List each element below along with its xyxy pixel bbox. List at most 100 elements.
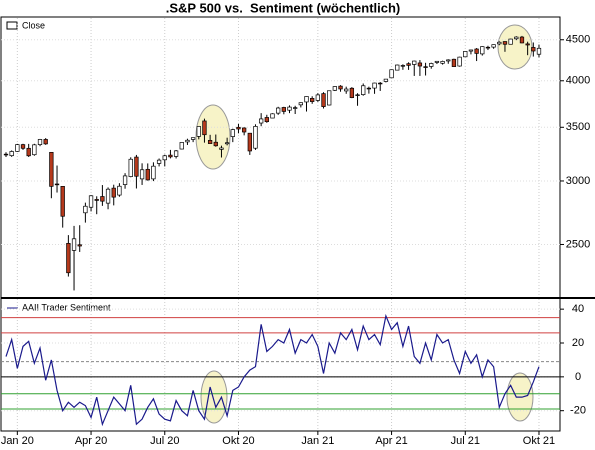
candle-body [355,94,360,96]
candle-body [151,165,156,180]
candle-body [264,117,269,123]
frame [0,16,561,432]
candle-body [497,41,502,45]
candle-body [15,144,20,152]
candle-body [383,78,389,82]
candle-body [190,137,196,140]
candle-body [259,118,264,124]
candle-body [207,140,213,144]
candle-body [37,139,43,145]
candle-body [366,87,372,90]
candle-body [463,51,468,58]
y-tick-label: 2500 [566,238,590,250]
candle-body [88,195,94,208]
candle-body [315,94,320,101]
y-tick-label: 4500 [566,34,590,46]
legend-label: AAII Trader Sentiment [22,302,111,312]
candle-body [412,60,417,65]
x-tick-label: Jul 20 [150,435,179,447]
candle-body [100,196,105,202]
y-tick-label: 40 [572,303,584,315]
y-tick-label: 3000 [566,175,590,187]
candle-body [474,48,479,54]
candle-body [361,85,366,95]
candle-body [531,47,536,52]
candle-body [344,88,349,92]
candle-body [162,155,167,161]
candle-body [276,107,281,114]
chart-title: .S&P 500 vs. Sentiment (wöchentlich) [166,0,401,15]
candle-body [71,238,77,251]
x-tick-label: Apr 20 [75,435,107,447]
candle-body [378,82,383,85]
candle-body [179,142,184,150]
candle-body [293,107,298,109]
candle-body [429,63,434,67]
y-tick-label: 4000 [566,75,590,87]
candle-body [446,59,451,62]
candle-body [202,120,207,136]
candle-body [480,46,485,55]
candle-body [508,38,513,45]
x-tick-label: Okt 20 [222,435,254,447]
candle-body [105,188,111,204]
candle-body [139,169,145,180]
candle-body [213,141,218,147]
candle-body [111,187,116,198]
candle-body [525,43,530,46]
highlights [195,24,534,424]
candle-body [145,168,150,181]
candle-body [236,126,241,130]
candle-body [321,93,326,107]
candle-body [128,158,133,177]
candle-body [20,144,26,149]
candle-body [156,159,162,164]
highlight [195,104,231,170]
x-tick-label: Jul 21 [451,435,480,447]
candle-body [310,98,315,102]
candle-body [54,183,60,186]
candle-body [417,62,423,67]
candle-body [168,154,173,158]
candle-body [60,186,65,217]
candle-body [514,36,519,40]
candle-body [332,86,338,91]
candle-body [327,90,332,106]
candle-body [270,113,275,119]
candle-body [298,102,303,106]
candle-body [94,199,99,201]
candle-body [134,156,139,177]
candle-body [491,44,496,48]
legend-label: Close [22,20,45,30]
candle-body [49,151,54,187]
x-tick-label: Jan 20 [1,435,34,447]
candle-body [224,142,230,145]
candle-body [457,56,462,67]
candle-body [196,126,201,137]
candle-body [468,49,474,52]
candle-body [304,96,309,103]
candle-body [219,147,224,150]
candle-body [451,58,457,67]
candle-body [32,144,37,156]
y-tick-label: -20 [570,405,586,417]
candle-body [83,205,88,214]
candle-body [253,126,258,149]
candle-body [536,47,542,55]
x-tick-label: Apr 21 [375,435,407,447]
y-tick-label: 20 [572,337,584,349]
candle-body [281,107,286,112]
candle-body [9,151,14,157]
candle-body [26,147,31,157]
candle-body [338,85,343,90]
x-tick-label: Okt 21 [523,435,555,447]
highlight [497,24,533,70]
candle-body [372,82,377,89]
candle-body [423,66,428,68]
highlight [200,370,228,424]
candle-body [3,153,9,156]
candle-body [117,185,122,196]
candle-body [241,127,247,133]
